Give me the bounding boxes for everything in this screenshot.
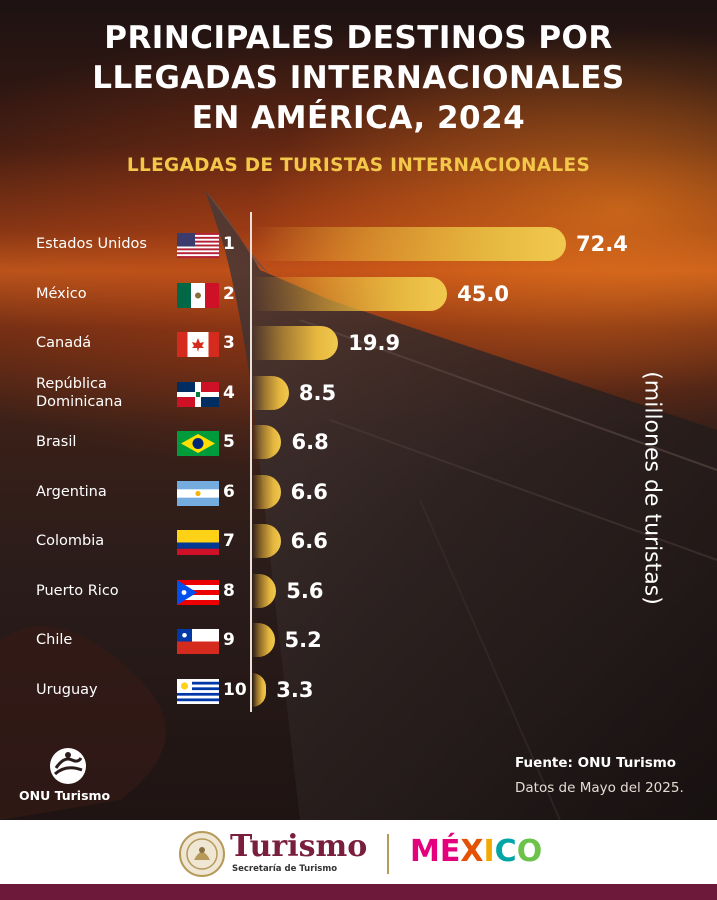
bar-row: Puerto Rico 8 5.6	[0, 569, 717, 613]
data-label: 45.0	[457, 281, 509, 306]
category-label: República Dominicana	[36, 375, 123, 410]
mexico-wordmark-letter: M	[410, 834, 440, 869]
category-label: Colombia	[36, 533, 105, 549]
data-label: 3.3	[276, 677, 314, 702]
rank-label: 4	[223, 382, 235, 403]
bar	[252, 573, 277, 608]
mexico-wordmark-letter: É	[439, 834, 461, 869]
chart-title: PRINCIPALES DESTINOS POR LLEGADAS INTERN…	[0, 18, 717, 138]
footer-divider	[387, 834, 389, 874]
mexico-wordmark: MÉXICO	[410, 834, 542, 870]
bar-row: República Dominicana 4 8.5	[0, 371, 717, 415]
argentina-flag-icon	[177, 480, 219, 506]
mexico-wordmark-letter: O	[516, 834, 543, 869]
rank-label: 3	[223, 333, 235, 353]
category-label: Canadá	[36, 335, 92, 351]
chile-flag-icon	[177, 629, 219, 654]
poster-background: PRINCIPALES DESTINOS POR LLEGADAS INTERN…	[0, 0, 717, 820]
rank-label: 9	[223, 630, 235, 650]
bar	[252, 326, 339, 360]
brazil-flag-icon	[177, 431, 219, 456]
category-label: México	[36, 285, 87, 302]
axis-line	[250, 212, 252, 712]
bar	[252, 672, 267, 707]
rank-label: 10	[223, 679, 247, 700]
date-note: Datos de Mayo del 2025.	[515, 780, 684, 796]
bar-row: Estados Unidos 1 72.4	[0, 222, 717, 266]
footer-bar	[0, 884, 717, 900]
onu-turismo-label: ONU Turismo	[19, 788, 111, 803]
title-line: LLEGADAS INTERNACIONALES	[92, 60, 625, 96]
bar	[252, 227, 566, 261]
mexico-flag-icon	[177, 282, 219, 308]
turismo-subtitle: Secretaría de Turismo	[232, 864, 338, 874]
category-label: Uruguay	[36, 681, 98, 698]
data-label: 5.2	[284, 628, 322, 652]
bar-row: Uruguay 10 3.3	[0, 668, 717, 712]
uruguay-flag-icon	[177, 678, 219, 704]
data-label: 6.6	[290, 529, 328, 553]
dominican-republic-flag-icon	[177, 381, 219, 407]
category-label: Brasil	[36, 434, 77, 450]
turismo-wordmark: Turismo	[230, 829, 368, 864]
data-label: 8.5	[298, 380, 337, 405]
bar	[252, 474, 281, 509]
category-label: Puerto Rico	[36, 582, 119, 599]
canada-flag-icon	[177, 332, 219, 357]
rank-label: 1	[223, 234, 235, 254]
bar	[252, 425, 282, 459]
data-label: 72.4	[576, 232, 628, 256]
unit-label-text: (millones de turistas)	[639, 371, 665, 605]
category-label: Estados Unidos	[36, 236, 147, 252]
mexico-wordmark-letter: X	[460, 834, 484, 869]
mexico-wordmark-letter: C	[494, 834, 517, 869]
footer: Turismo Secretaría de Turismo MÉXICO	[0, 820, 717, 884]
data-label: 6.6	[290, 479, 328, 504]
category-label: Chile	[36, 632, 73, 648]
usa-flag-icon	[177, 233, 219, 258]
mexico-wordmark-letter: I	[483, 834, 495, 869]
chart-subtitle: LLEGADAS DE TURISTAS INTERNACIONALES	[126, 155, 591, 176]
rank-label: 8	[223, 580, 235, 601]
data-label: 19.9	[348, 331, 401, 355]
data-label: 5.6	[286, 578, 324, 603]
bar	[252, 375, 289, 410]
rank-label: 2	[223, 283, 235, 304]
bar-row: Brasil 5 6.8	[0, 420, 717, 464]
bar	[252, 276, 448, 311]
category-label: Argentina	[36, 483, 107, 500]
onu-turismo-logo-icon	[50, 748, 86, 784]
bar-row: Argentina 6 6.6	[0, 470, 717, 514]
rank-label: 6	[223, 481, 235, 502]
source-label: Fuente: ONU Turismo	[515, 755, 677, 771]
rank-label: 7	[223, 531, 235, 551]
title-line: EN AMÉRICA, 2024	[191, 100, 526, 136]
bar-row: Colombia 7 6.6	[0, 519, 717, 563]
data-label: 6.8	[291, 430, 329, 454]
bar-row: Canadá 3 19.9	[0, 321, 717, 365]
colombia-flag-icon	[177, 530, 219, 555]
title-line: PRINCIPALES DESTINOS POR	[104, 20, 613, 56]
rank-label: 5	[223, 432, 235, 452]
bar-row: México 2 45.0	[0, 272, 717, 316]
puerto-rico-flag-icon	[177, 579, 219, 605]
government-seal-icon	[179, 831, 225, 877]
bar-row: Chile 9 5.2	[0, 618, 717, 662]
bar	[252, 524, 281, 558]
bar	[252, 623, 275, 657]
